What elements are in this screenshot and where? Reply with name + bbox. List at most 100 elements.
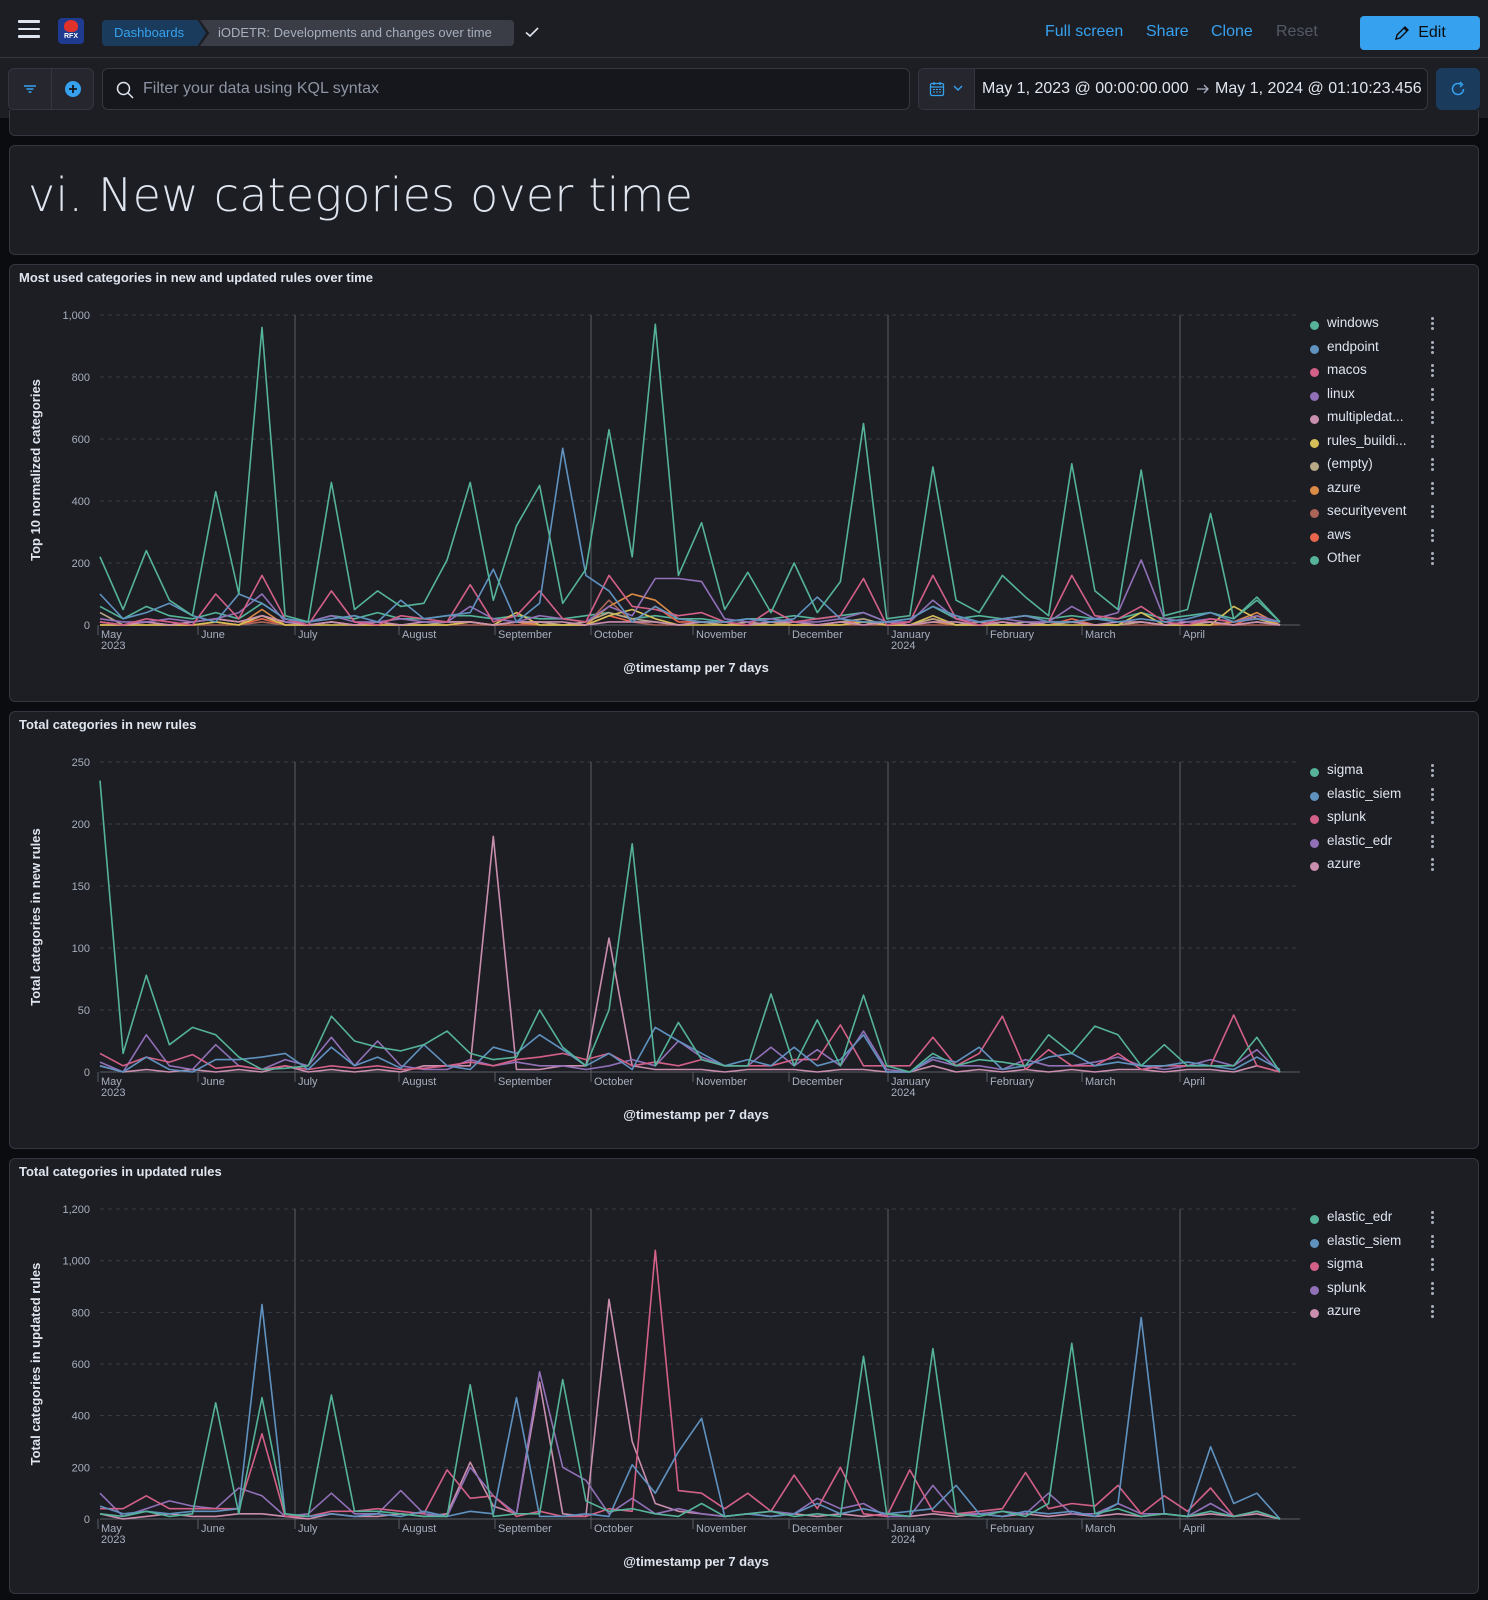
- legend-item[interactable]: endpoint: [1310, 339, 1450, 363]
- legend-item[interactable]: splunk: [1310, 809, 1450, 833]
- legend-item[interactable]: sigma: [1310, 1256, 1450, 1280]
- x-tick-label: October: [594, 1076, 633, 1088]
- search-input[interactable]: [143, 69, 903, 109]
- more-vertical-icon[interactable]: [1431, 317, 1435, 331]
- menu-icon[interactable]: [18, 20, 40, 38]
- date-start[interactable]: May 1, 2023 @ 00:00:00.000: [982, 80, 1189, 97]
- quick-date-menu-button[interactable]: [919, 69, 975, 109]
- more-vertical-icon[interactable]: [1431, 787, 1435, 802]
- clone-button[interactable]: Clone: [1211, 23, 1253, 40]
- date-end[interactable]: May 1, 2024 @ 01:10:23.456: [1215, 80, 1422, 97]
- legend-item[interactable]: elastic_siem: [1310, 786, 1450, 810]
- series-line-multipledat-[interactable]: [99, 614, 1281, 626]
- legend-item[interactable]: azure: [1310, 856, 1450, 880]
- legend-item[interactable]: elastic_edr: [1310, 1209, 1450, 1233]
- series-line-azure[interactable]: [99, 1298, 1281, 1520]
- legend-color-dot: [1310, 768, 1319, 777]
- more-vertical-icon[interactable]: [1431, 1258, 1435, 1272]
- series-line-elastic-edr[interactable]: [99, 1342, 1281, 1520]
- more-vertical-icon[interactable]: [1431, 434, 1435, 449]
- check-icon[interactable]: [524, 24, 540, 40]
- series-line-azure[interactable]: [99, 835, 1281, 1073]
- series-line-macos[interactable]: [99, 574, 1281, 626]
- x-tick-label: May: [101, 1076, 122, 1088]
- chart-panel-updated-rules: Total categories in updated rules 0 200 40…: [9, 1158, 1479, 1594]
- legend-label: sigma: [1327, 762, 1364, 777]
- legend-item[interactable]: azure: [1310, 480, 1450, 504]
- chart-legend: sigma elastic_siem splunk elastic_edr azure: [1310, 762, 1450, 880]
- series-line-sigma[interactable]: [99, 780, 1281, 1073]
- series-line-windows[interactable]: [99, 323, 1281, 623]
- legend-item[interactable]: (empty): [1310, 456, 1450, 480]
- more-vertical-icon[interactable]: [1431, 364, 1435, 378]
- x-tick-label: May: [101, 1523, 122, 1535]
- x-tick-label: April: [1183, 1076, 1205, 1088]
- add-filter-icon[interactable]: [63, 79, 83, 99]
- refresh-button[interactable]: [1436, 68, 1480, 110]
- y-tick-label: 0: [84, 620, 90, 632]
- series-line-sigma[interactable]: [100, 1249, 1281, 1520]
- reset-button[interactable]: Reset: [1276, 23, 1318, 40]
- legend-item[interactable]: macos: [1310, 362, 1450, 386]
- more-vertical-icon[interactable]: [1431, 1211, 1435, 1225]
- filter-icon[interactable]: [21, 81, 39, 97]
- more-vertical-icon[interactable]: [1431, 552, 1435, 566]
- series-line-endpoint[interactable]: [99, 447, 1281, 623]
- series-line-elastic-edr[interactable]: [99, 1030, 1281, 1073]
- filter-controls: [8, 68, 94, 110]
- more-vertical-icon[interactable]: [1431, 811, 1435, 825]
- more-vertical-icon[interactable]: [1431, 764, 1435, 778]
- legend-color-dot: [1310, 509, 1319, 518]
- app-logo[interactable]: RFX: [58, 18, 84, 44]
- full-screen-button[interactable]: Full screen: [1045, 23, 1124, 40]
- more-vertical-icon[interactable]: [1431, 387, 1435, 402]
- y-tick-label: 400: [72, 496, 90, 508]
- legend-item[interactable]: elastic_siem: [1310, 1233, 1450, 1257]
- more-vertical-icon[interactable]: [1431, 1234, 1435, 1249]
- legend-item[interactable]: securityevent: [1310, 503, 1450, 527]
- more-vertical-icon[interactable]: [1431, 340, 1435, 355]
- legend-item[interactable]: Other: [1310, 550, 1450, 574]
- x-tick-label: February: [990, 1523, 1035, 1535]
- x-tick-label: July: [298, 1523, 318, 1535]
- y-tick-label: 100: [72, 943, 90, 955]
- y-tick-label: 1,200: [62, 1204, 90, 1216]
- x-tick-label: August: [402, 1523, 436, 1535]
- share-button[interactable]: Share: [1146, 23, 1189, 40]
- legend-item[interactable]: linux: [1310, 386, 1450, 410]
- series-line-other[interactable]: [99, 596, 1281, 623]
- series-line-elastic-siem[interactable]: [99, 1026, 1281, 1073]
- legend-item[interactable]: elastic_edr: [1310, 833, 1450, 857]
- more-vertical-icon[interactable]: [1431, 834, 1435, 849]
- breadcrumb-dashboards[interactable]: Dashboards: [102, 20, 206, 46]
- more-vertical-icon[interactable]: [1431, 858, 1435, 872]
- legend-color-dot: [1310, 344, 1319, 354]
- legend-item[interactable]: splunk: [1310, 1280, 1450, 1304]
- legend-item[interactable]: sigma: [1310, 762, 1450, 786]
- more-vertical-icon[interactable]: [1431, 505, 1435, 519]
- x-tick-sublabel: 2024: [891, 1534, 915, 1546]
- more-vertical-icon[interactable]: [1431, 458, 1435, 472]
- legend-item[interactable]: multipledat...: [1310, 409, 1450, 433]
- chart-legend: elastic_edr elastic_siem sigma splunk azure: [1310, 1209, 1450, 1327]
- more-vertical-icon[interactable]: [1431, 528, 1435, 543]
- more-vertical-icon[interactable]: [1431, 1281, 1435, 1296]
- more-vertical-icon[interactable]: [1431, 481, 1435, 496]
- legend-item[interactable]: azure: [1310, 1303, 1450, 1327]
- more-vertical-icon[interactable]: [1431, 411, 1435, 425]
- edit-button[interactable]: Edit: [1360, 16, 1480, 50]
- legend-color-dot: [1310, 415, 1319, 424]
- legend-item[interactable]: rules_buildi...: [1310, 433, 1450, 457]
- more-vertical-icon[interactable]: [1431, 1305, 1435, 1319]
- series-line-rules-buildi-[interactable]: [100, 605, 1281, 626]
- legend-label: sigma: [1327, 1256, 1364, 1271]
- y-axis-title: Total categories in updated rules: [28, 1263, 43, 1466]
- legend-item[interactable]: windows: [1310, 315, 1450, 339]
- section-title: vi. New categories over time: [28, 168, 694, 222]
- refresh-icon: [1451, 81, 1465, 96]
- legend-item[interactable]: aws: [1310, 527, 1450, 551]
- y-tick-label: 600: [72, 434, 90, 446]
